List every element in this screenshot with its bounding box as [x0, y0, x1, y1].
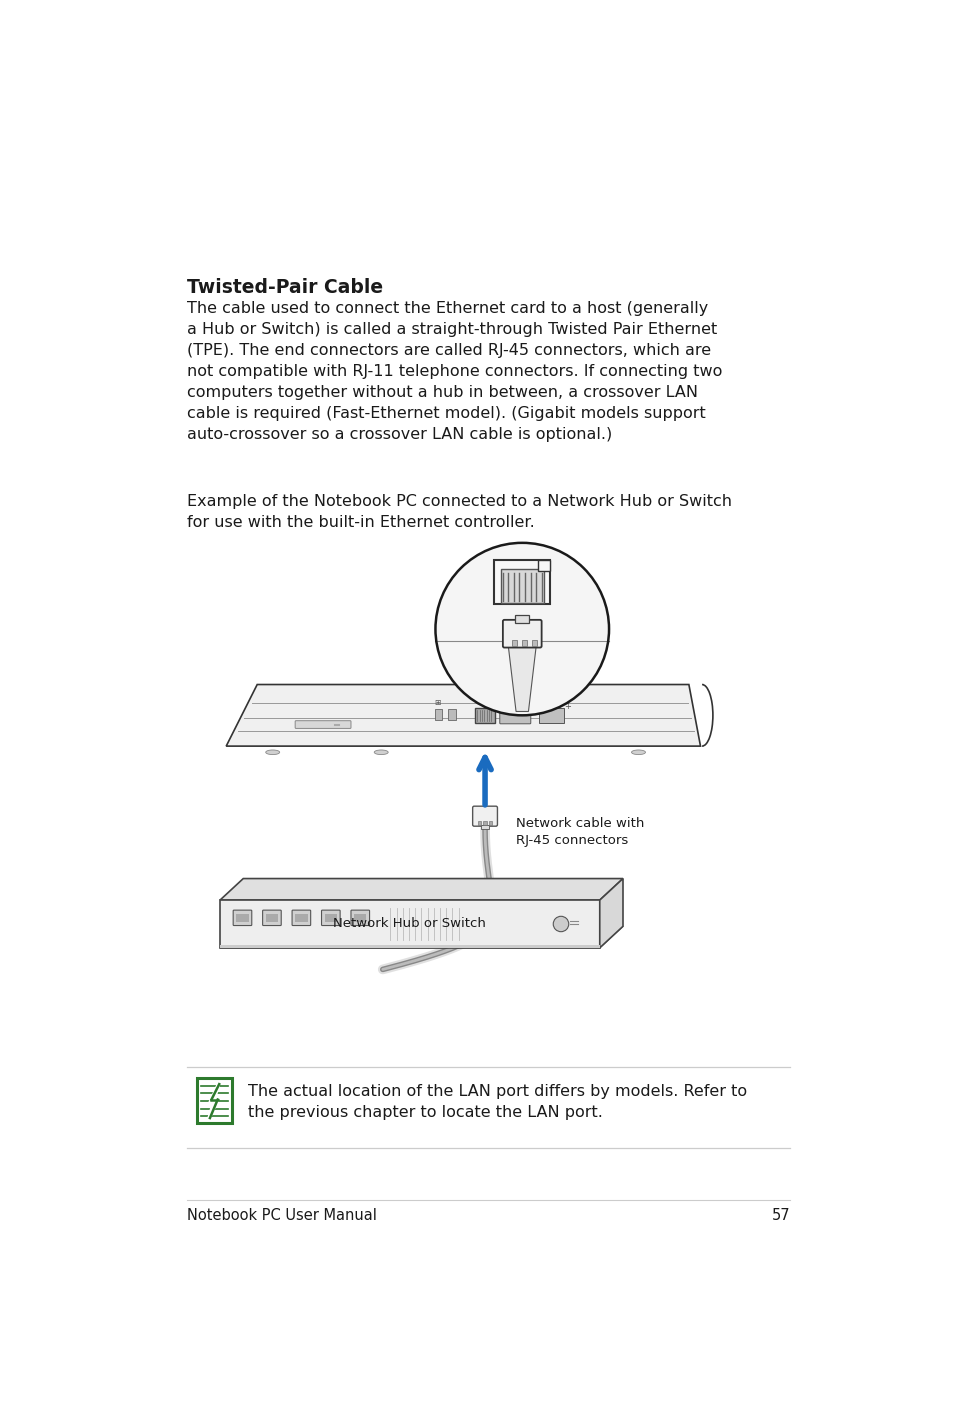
- Bar: [324, 915, 336, 922]
- Polygon shape: [226, 685, 700, 746]
- Bar: [515, 615, 529, 623]
- FancyBboxPatch shape: [351, 910, 369, 926]
- Text: Notebook PC User Manual: Notebook PC User Manual: [187, 1208, 377, 1224]
- Ellipse shape: [374, 750, 388, 754]
- FancyBboxPatch shape: [321, 910, 340, 926]
- Bar: [294, 915, 307, 922]
- FancyBboxPatch shape: [294, 720, 351, 729]
- FancyBboxPatch shape: [233, 910, 252, 926]
- Polygon shape: [537, 560, 550, 570]
- Bar: [500, 569, 543, 603]
- Bar: [236, 915, 249, 922]
- Text: ⊞: ⊞: [434, 698, 439, 706]
- FancyBboxPatch shape: [494, 560, 550, 604]
- Polygon shape: [508, 647, 536, 712]
- Text: Network cable with
RJ-45 connectors: Network cable with RJ-45 connectors: [516, 817, 643, 847]
- Bar: [435, 709, 442, 720]
- Text: The actual location of the LAN port differs by models. Refer to
the previous cha: The actual location of the LAN port diff…: [248, 1085, 746, 1120]
- FancyBboxPatch shape: [499, 706, 530, 723]
- Bar: [521, 640, 526, 647]
- Bar: [512, 640, 517, 647]
- Text: Twisted-Pair Cable: Twisted-Pair Cable: [187, 278, 383, 296]
- Polygon shape: [220, 926, 622, 947]
- Text: Network Hub or Switch: Network Hub or Switch: [334, 917, 486, 930]
- Bar: [532, 640, 537, 647]
- FancyBboxPatch shape: [292, 910, 311, 926]
- Text: Example of the Notebook PC connected to a Network Hub or Switch
for use with the: Example of the Notebook PC connected to …: [187, 493, 732, 529]
- Bar: [220, 900, 599, 947]
- Polygon shape: [599, 879, 622, 947]
- Bar: [483, 821, 486, 825]
- Bar: [447, 709, 456, 720]
- Bar: [488, 821, 492, 825]
- Bar: [266, 915, 278, 922]
- Text: The cable used to connect the Ethernet card to a host (generally
a Hub or Switch: The cable used to connect the Ethernet c…: [187, 301, 722, 442]
- Ellipse shape: [266, 750, 279, 754]
- Polygon shape: [220, 879, 622, 900]
- Circle shape: [435, 543, 608, 715]
- Bar: [220, 944, 599, 947]
- Ellipse shape: [631, 750, 645, 754]
- Bar: [475, 708, 495, 723]
- Text: +: +: [563, 702, 571, 712]
- Bar: [480, 825, 488, 830]
- FancyBboxPatch shape: [262, 910, 281, 926]
- Bar: [477, 821, 480, 825]
- Circle shape: [553, 916, 568, 932]
- Bar: [354, 915, 366, 922]
- FancyBboxPatch shape: [472, 807, 497, 827]
- Text: 57: 57: [771, 1208, 790, 1224]
- FancyBboxPatch shape: [502, 620, 541, 648]
- Bar: [538, 708, 563, 723]
- FancyBboxPatch shape: [196, 1078, 233, 1123]
